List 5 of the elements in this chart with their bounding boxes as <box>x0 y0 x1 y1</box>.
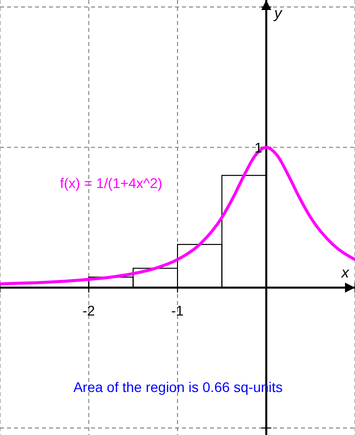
x-axis-title: x <box>340 264 350 282</box>
x-tick-label: -2 <box>82 302 96 319</box>
annotation: f(x) = 1/(1+4x^2) <box>60 175 162 191</box>
x-tick-label: -1 <box>171 302 184 319</box>
text: y <box>273 5 284 22</box>
